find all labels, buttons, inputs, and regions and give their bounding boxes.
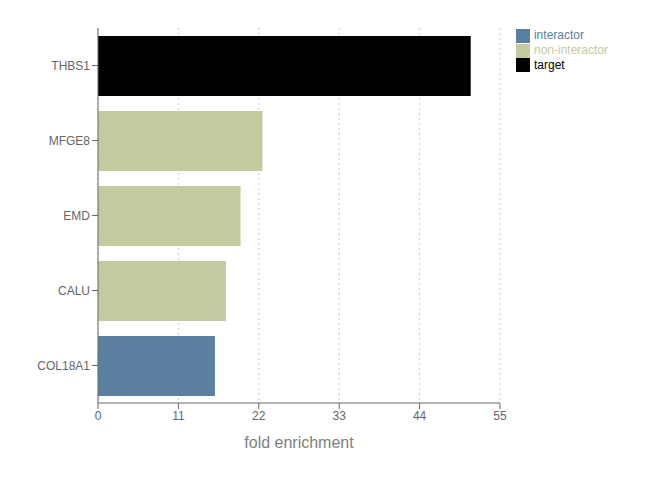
svg-text:EMD: EMD: [63, 209, 90, 223]
svg-text:11: 11: [172, 409, 185, 423]
svg-text:44: 44: [413, 409, 427, 423]
svg-text:THBS1: THBS1: [51, 59, 90, 73]
html-text:non-interactor: non-interactor: [534, 42, 608, 57]
html-text:target: target: [534, 57, 565, 72]
svg-text:CALU: CALU: [58, 284, 90, 298]
html-text:interactor: interactor: [534, 28, 584, 42]
svg-text:33: 33: [332, 409, 346, 423]
svg-text:fold enrichment: fold enrichment: [244, 434, 354, 451]
svg-text:MFGE8: MFGE8: [49, 134, 91, 148]
svg-text:COL18A1: COL18A1: [37, 359, 90, 373]
svg-text:55: 55: [493, 409, 507, 423]
svg-text:0: 0: [95, 409, 102, 423]
svg-text:22: 22: [252, 409, 266, 423]
